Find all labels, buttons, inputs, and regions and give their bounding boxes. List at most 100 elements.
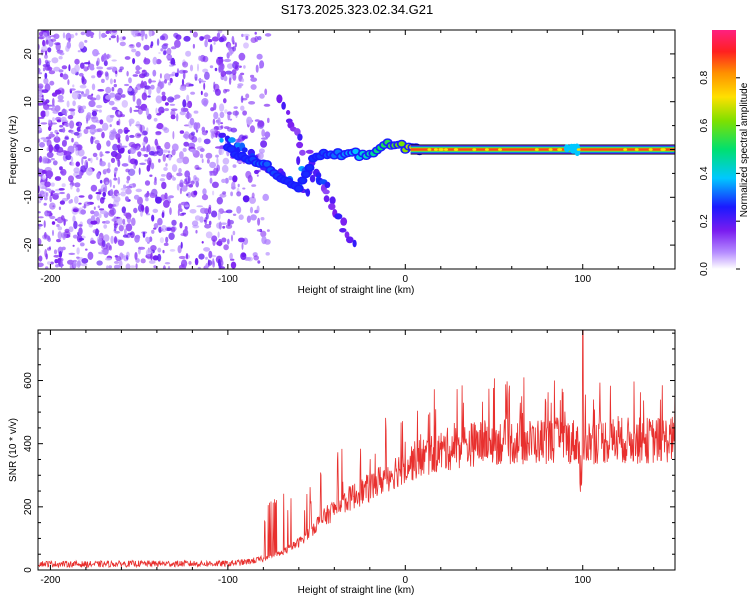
noise-blob <box>172 131 175 140</box>
noise-blob <box>126 251 130 258</box>
noise-blob <box>76 134 80 139</box>
noise-blob <box>49 194 52 203</box>
noise-blob <box>102 187 106 192</box>
noise-blob <box>216 157 219 166</box>
noise-blob <box>38 102 43 106</box>
noise-blob <box>240 252 247 260</box>
noise-blob <box>38 255 43 262</box>
noise-blob <box>245 35 249 41</box>
noise-blob <box>251 192 255 199</box>
noise-blob <box>159 73 162 79</box>
noise-blob <box>220 222 227 225</box>
noise-blob <box>197 63 199 72</box>
noise-blob <box>227 238 230 245</box>
noise-blob <box>45 188 52 192</box>
noise-blob <box>246 116 253 126</box>
noise-blob <box>190 180 195 185</box>
noise-blob <box>176 157 183 164</box>
noise-blob <box>220 125 224 129</box>
noise-blob <box>114 92 122 101</box>
noise-blob <box>38 67 41 73</box>
noise-blob <box>38 226 41 230</box>
noise-blob <box>185 82 192 88</box>
noise-blob <box>45 192 49 197</box>
noise-blob <box>96 142 102 151</box>
noise-blob <box>246 215 251 223</box>
noise-blob <box>179 222 183 229</box>
noise-blob <box>118 225 124 232</box>
noise-blob <box>205 213 209 220</box>
noise-blob <box>49 215 56 220</box>
noise-blob <box>150 252 153 261</box>
noise-blob <box>203 92 209 97</box>
noise-blob <box>76 187 80 193</box>
signal-blob <box>276 94 283 104</box>
noise-blob <box>216 58 223 65</box>
noise-blob <box>56 216 64 224</box>
noise-blob <box>262 193 270 201</box>
noise-blob <box>171 219 177 226</box>
noise-blob <box>140 210 143 217</box>
noise-blob <box>108 209 115 217</box>
noise-blob <box>256 229 261 232</box>
noise-blob <box>113 236 118 244</box>
noise-blob <box>85 114 91 121</box>
noise-blob <box>261 137 268 140</box>
noise-blob <box>122 218 126 225</box>
noise-blob <box>182 156 190 165</box>
noise-blob <box>88 223 94 228</box>
signal-blob <box>297 133 303 141</box>
noise-blob <box>38 138 41 143</box>
noise-blob <box>99 119 104 125</box>
noise-blob <box>66 41 72 49</box>
noise-blob <box>188 261 192 265</box>
noise-blob <box>148 78 152 84</box>
noise-blob <box>201 194 209 201</box>
noise-blob <box>99 210 107 215</box>
noise-blob <box>99 151 103 158</box>
noise-blob <box>201 241 204 244</box>
noise-blob <box>223 98 227 104</box>
noise-blob <box>213 42 216 45</box>
noise-blob <box>159 35 165 41</box>
noise-blob <box>47 47 52 53</box>
noise-blob <box>161 126 168 131</box>
noise-blob <box>229 118 233 121</box>
noise-blob <box>199 216 204 223</box>
signal-speck <box>576 148 581 151</box>
noise-blob <box>54 89 62 95</box>
noise-blob <box>215 154 219 158</box>
noise-blob <box>38 216 44 219</box>
noise-blob <box>110 35 117 39</box>
noise-blob <box>205 263 209 269</box>
noise-blob <box>126 216 132 224</box>
y-tick-label: 10 <box>23 96 34 108</box>
noise-blob <box>135 42 142 48</box>
noise-blob <box>68 64 71 72</box>
noise-blob <box>228 49 233 56</box>
noise-blob <box>135 121 141 128</box>
snr-series-line <box>38 330 675 569</box>
noise-blob <box>260 230 267 238</box>
noise-blob <box>112 199 119 208</box>
noise-blob <box>153 117 158 122</box>
noise-blob <box>108 66 116 70</box>
noise-blob <box>203 219 207 222</box>
noise-blob <box>50 131 54 134</box>
noise-blob <box>81 93 88 97</box>
noise-blob <box>129 106 133 114</box>
noise-blob <box>78 224 83 227</box>
spectrogram-y-axis-label: Frequency (Hz) <box>8 116 19 185</box>
noise-blob <box>181 212 186 215</box>
noise-blob <box>115 255 122 262</box>
noise-blob <box>217 238 223 247</box>
noise-blob <box>160 194 166 201</box>
noise-blob <box>141 30 145 37</box>
noise-blob <box>117 128 123 134</box>
noise-blob <box>212 260 216 268</box>
noise-blob <box>140 204 145 211</box>
noise-blob <box>93 210 100 217</box>
colorbar-gradient <box>712 30 736 269</box>
